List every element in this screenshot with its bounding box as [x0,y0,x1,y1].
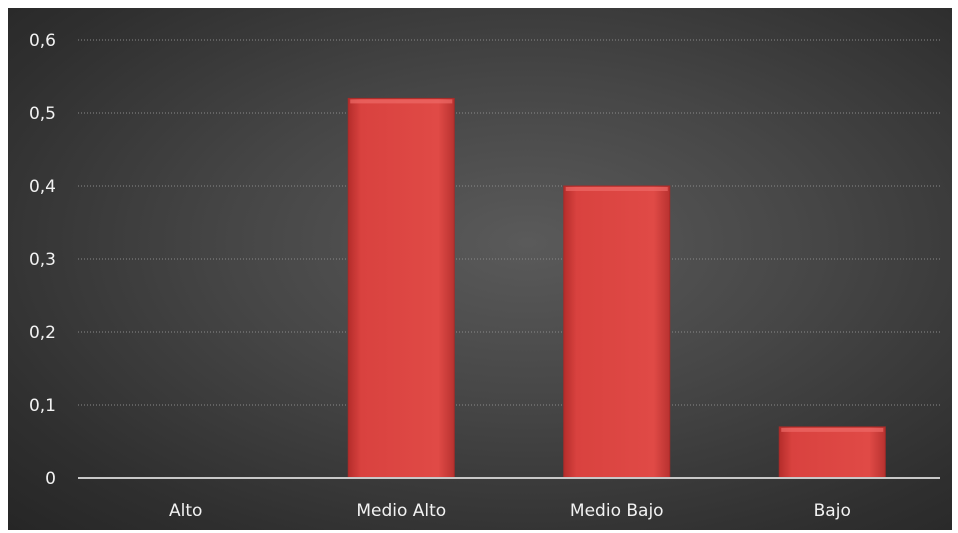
x-category-label: Alto [169,501,202,521]
y-tick-label: 0,1 [29,396,56,416]
bars [347,97,886,479]
x-category-label: Bajo [814,501,851,521]
bar-medio-alto [347,97,455,479]
bar-highlight [781,427,884,432]
y-tick-label: 0,3 [29,250,56,270]
bar-highlight [350,99,453,104]
grid-lines [78,39,940,406]
bar-highlight [565,187,668,191]
x-category-label: Medio Bajo [570,501,664,521]
x-category-label: Medio Alto [356,501,446,521]
y-tick-label: 0 [45,469,56,489]
bar-bajo [778,426,886,479]
x-axis-category-labels: Alto Medio Alto Medio Bajo Bajo [169,501,851,521]
y-tick-label: 0,4 [29,177,56,197]
bar-medio-bajo [563,185,671,479]
y-axis-tick-labels: 0 0,1 0,2 0,3 0,4 0,5 0,6 [29,31,56,489]
y-tick-label: 0,2 [29,323,56,343]
y-tick-label: 0,5 [29,104,56,124]
y-tick-label: 0,6 [29,31,56,51]
